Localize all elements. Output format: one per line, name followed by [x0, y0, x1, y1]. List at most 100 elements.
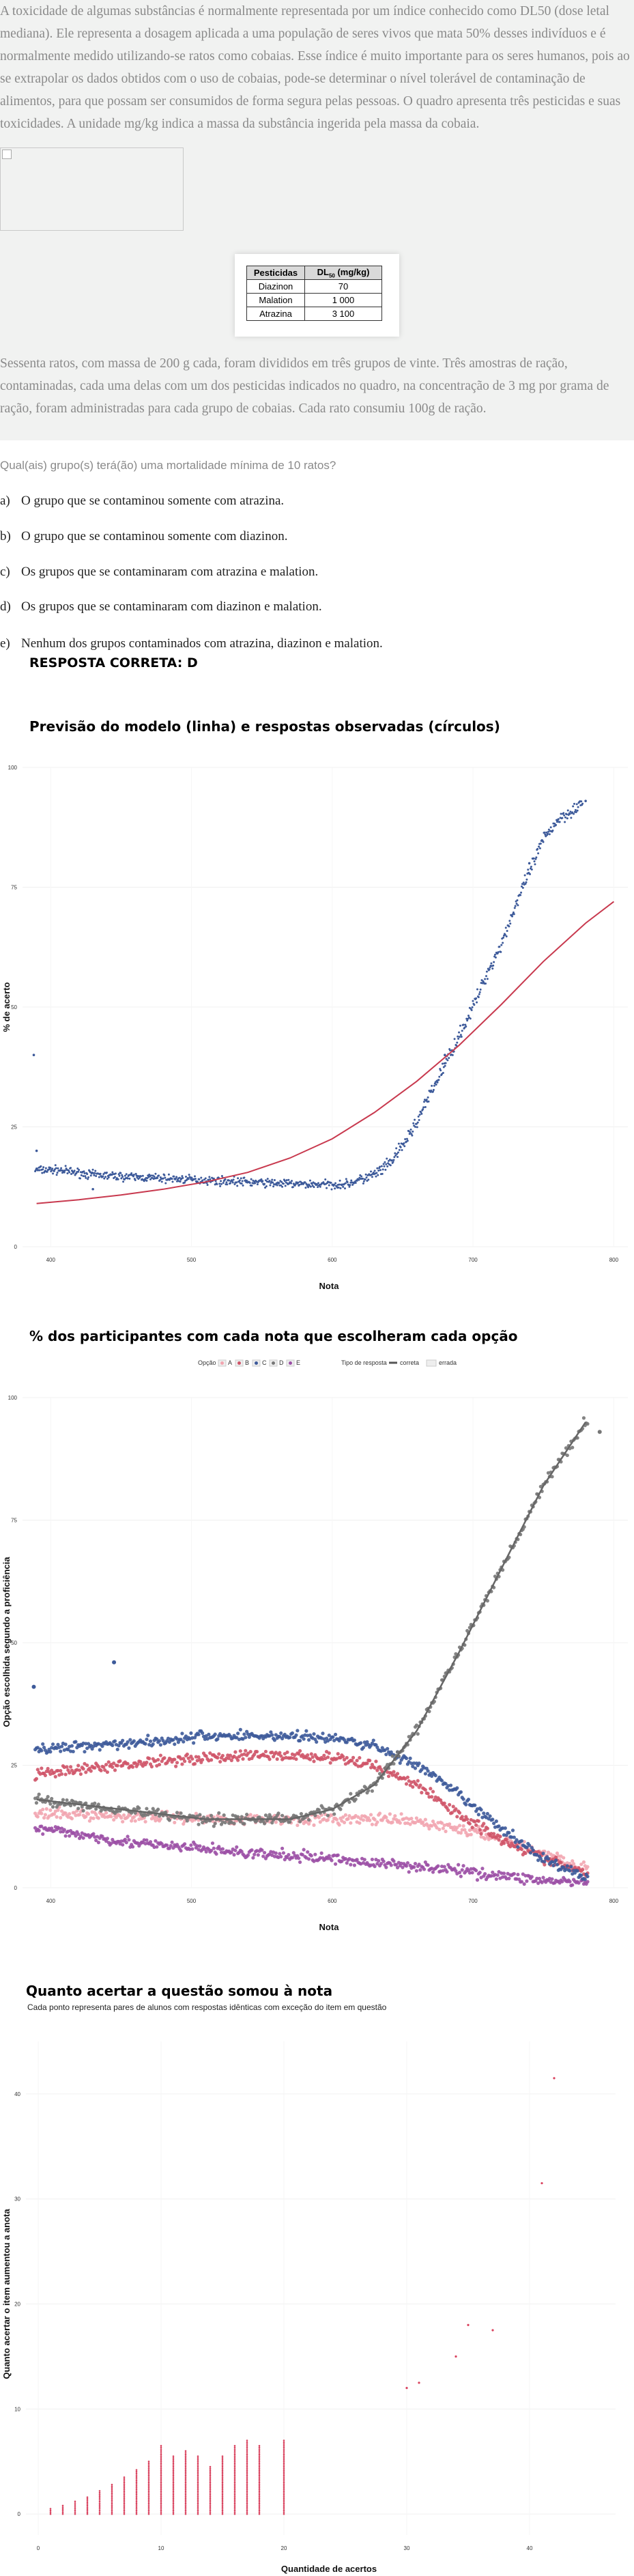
chart2-point-D — [338, 1807, 343, 1811]
chart1-point — [218, 1183, 221, 1185]
chart2-point-C — [459, 1790, 463, 1794]
chart2-point-C — [423, 1772, 427, 1776]
chart2-point-E — [309, 1854, 313, 1858]
chart2-point-B — [489, 1831, 493, 1836]
chart3-point — [147, 2461, 150, 2463]
chart2-point-A — [559, 1854, 563, 1858]
chart1-point — [547, 832, 549, 835]
chart1-point — [201, 1179, 204, 1182]
chart3-point — [147, 2480, 150, 2482]
chart1-point — [440, 1069, 442, 1072]
chart3-point — [184, 2469, 187, 2472]
chart2-point-C — [551, 1863, 556, 1868]
chart1-point — [371, 1176, 373, 1178]
chart1-point — [326, 1187, 328, 1189]
chart3-point — [147, 2506, 150, 2508]
chart3-point — [221, 2467, 224, 2469]
chart2-point-C — [278, 1735, 282, 1739]
chart2-point-B — [485, 1826, 489, 1830]
option-e[interactable]: e) Nenhum dos grupos contaminados com atr… — [0, 636, 383, 651]
chart2-point-A — [421, 1820, 425, 1824]
chart2-point-B — [216, 1755, 220, 1760]
option-a[interactable]: a) O grupo que se contaminou somente com … — [0, 494, 285, 508]
chart1-point — [473, 1004, 476, 1006]
chart3-point — [184, 2465, 187, 2468]
chart1-point — [83, 1172, 86, 1175]
chart1-point — [344, 1182, 347, 1185]
option-d[interactable]: d) Os grupos que se contaminaram com diaz… — [0, 599, 322, 614]
chart3-point — [246, 2492, 248, 2494]
chart3-title: Quanto acertar a questão somou à nota — [26, 1983, 333, 1999]
chart2-point-E — [399, 1861, 403, 1865]
chart2-point-E — [550, 1877, 554, 1881]
chart2-point-E — [274, 1851, 278, 1855]
chart1-point — [467, 1017, 470, 1020]
chart2-legend-key — [426, 1359, 437, 1367]
chart3-point — [233, 2465, 236, 2468]
chart1-point — [508, 925, 510, 928]
chart3-point — [541, 2182, 543, 2185]
chart2-title: % dos participantes com cada nota que es… — [29, 1328, 518, 1344]
chart3-point — [160, 2462, 162, 2465]
chart3-point — [246, 2476, 248, 2478]
chart3-point — [111, 2492, 113, 2495]
chart1-point — [580, 800, 583, 803]
chart2-point-E — [50, 1826, 54, 1830]
chart2-point-E — [522, 1882, 526, 1886]
chart2-point-E — [96, 1841, 100, 1845]
question-paragraph-1: A toxicidade de algumas substâncias é no… — [0, 4, 630, 131]
chart2-point-C — [507, 1830, 511, 1835]
chart3-ytick-label: 40 — [14, 2091, 20, 2097]
chart3-point — [123, 2509, 126, 2512]
chart3-point — [123, 2500, 126, 2503]
chart3-point — [283, 2448, 285, 2450]
chart3-point — [197, 2462, 199, 2465]
chart1-point — [476, 988, 478, 991]
chart3-point — [197, 2492, 199, 2494]
chart1-point — [330, 1181, 332, 1184]
chart2-point-B — [130, 1765, 135, 1769]
chart2-point-A — [342, 1820, 347, 1825]
chart3-point — [233, 2490, 236, 2493]
chart2-point-B — [232, 1754, 236, 1759]
chart2-point-B — [465, 1817, 470, 1822]
chart2-point-B — [139, 1759, 143, 1764]
chart2-point-B — [156, 1757, 160, 1762]
chart3-point — [283, 2446, 285, 2449]
chart3-point — [209, 2504, 212, 2506]
chart2-point-A — [431, 1820, 435, 1824]
chart2-point-B — [236, 1758, 240, 1762]
chart2-point-B — [255, 1750, 259, 1754]
chart3-point — [221, 2513, 224, 2515]
chart1-point — [427, 1100, 430, 1103]
chart3-point — [74, 2509, 76, 2512]
chart3-point — [221, 2464, 224, 2466]
chart3-point — [283, 2513, 285, 2515]
chart3-point — [258, 2506, 261, 2508]
chart3-point — [123, 2476, 126, 2478]
chart1-point — [379, 1165, 381, 1168]
chart2-point-D — [354, 1797, 358, 1801]
chart1-point — [291, 1180, 293, 1183]
chart1-point — [324, 1178, 327, 1181]
chart2-point-E — [571, 1883, 575, 1887]
chart2-point-B — [491, 1835, 495, 1839]
chart2-point-C — [155, 1737, 159, 1741]
chart2-point-E — [349, 1863, 353, 1867]
chart1-point — [228, 1179, 231, 1182]
option-c[interactable]: c) Os grupos que se contaminaram com atra… — [0, 565, 319, 579]
chart1-point — [478, 993, 480, 995]
chart2-legend-option: E — [296, 1359, 300, 1366]
chart1-point — [502, 942, 504, 944]
chart3-point — [197, 2465, 199, 2468]
chart3-point — [283, 2457, 285, 2459]
chart1-ytick-label: 50 — [11, 1004, 17, 1010]
option-b[interactable]: b) O grupo que se contaminou somente com … — [0, 529, 288, 543]
chart3-point — [233, 2467, 236, 2469]
chart2-point-E — [389, 1863, 393, 1867]
chart1-point — [181, 1175, 184, 1178]
chart2-point-B — [297, 1752, 301, 1756]
chart3-point — [283, 2459, 285, 2461]
chart3-point — [233, 2474, 236, 2477]
chart2-point-E — [530, 1875, 534, 1879]
